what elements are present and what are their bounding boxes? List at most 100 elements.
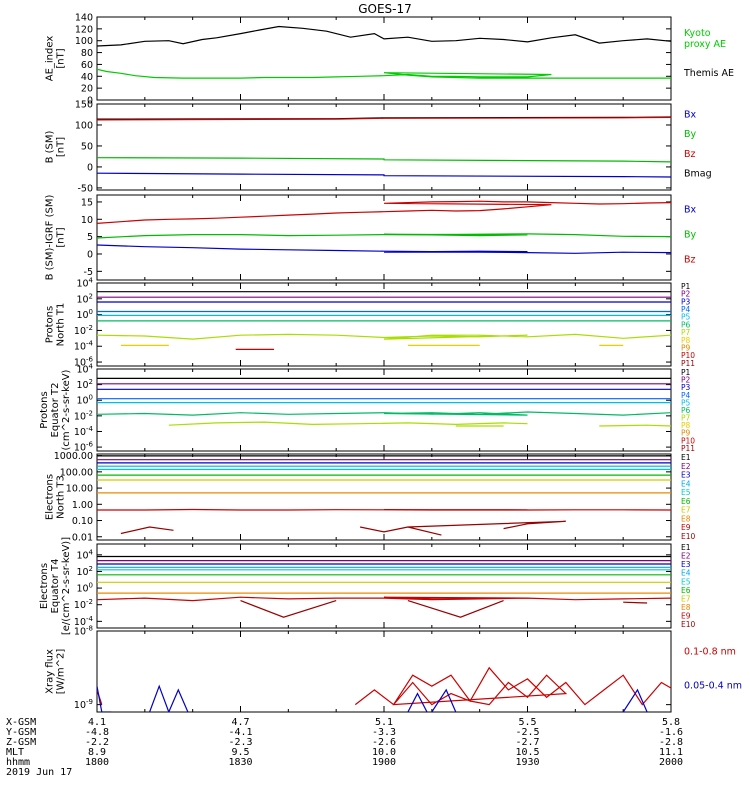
legend-item-e10: E10: [681, 620, 696, 629]
legend-item-p2: P2: [681, 376, 691, 385]
series-line-p7: [168, 421, 671, 427]
panel-7-ytick-label: 10-4: [74, 615, 94, 628]
panel-6-series: [97, 455, 671, 536]
footer-value: -2.2: [85, 737, 109, 748]
legend-item-e1: E1: [681, 453, 691, 462]
panel-3-series: [97, 199, 671, 259]
legend-item-e6: E6: [681, 497, 691, 506]
panel-6-ylabel: North T3: [56, 475, 67, 519]
legend-item-0-05-0-4-nm: 0.05-0.4 nm: [684, 680, 742, 691]
series-line-bx: [97, 172, 671, 178]
legend-item-p4: P4: [681, 305, 691, 314]
panel-1-series: [97, 25, 671, 79]
footer-value: 4.1: [88, 717, 106, 728]
panel-3-ylabel: B (SM)-IGRF (SM): [45, 195, 56, 281]
legend-item-bx: Bx: [684, 205, 697, 216]
legend-item-p8: P8: [681, 421, 691, 430]
legend-item-bz: Bz: [684, 149, 696, 160]
series-line-kyoto-proxy-ae: [97, 68, 671, 79]
legend-item-e2: E2: [681, 462, 691, 471]
panel-4-series: [97, 291, 671, 350]
panel-5-series: [97, 377, 671, 427]
footer-value: 1900: [372, 757, 396, 768]
panel-2-ylabel: [nT]: [56, 137, 67, 157]
panel-8-ytick-label: 10-8: [74, 625, 93, 638]
panel-4-frame: [96, 282, 672, 367]
legend-item-e8: E8: [681, 514, 691, 523]
legend-item-p6: P6: [681, 406, 691, 415]
panel-1-frame: [96, 16, 672, 101]
panel-7-ytick-label: 100: [76, 582, 93, 595]
footer-value: -4.1: [228, 727, 252, 738]
chart-title: GOES-17: [358, 2, 412, 16]
legend-item-themis-ae: Themis AE: [683, 68, 734, 79]
panel-1-ylabel: [nT]: [56, 48, 67, 68]
legend-item-p1: P1: [681, 282, 691, 291]
panel-6-ytick-label: 10.00: [66, 484, 93, 495]
panel-8-ylabel: Xray flux: [45, 649, 56, 694]
footer-value: 1800: [85, 757, 109, 768]
panel-8-legend: 0.1-0.8 nm 0.05-0.4 nm: [684, 647, 742, 692]
panel-5-ytick-label: 10-6: [74, 441, 94, 454]
series-line-by: [97, 233, 671, 240]
legend-item-p1: P1: [681, 368, 691, 377]
legend-item-p9: P9: [681, 343, 691, 352]
panel-8-series: [97, 666, 671, 712]
legend-item-bz: Bz: [684, 255, 696, 266]
legend-item-p6: P6: [681, 320, 691, 329]
series-line-themis-ae: [97, 25, 671, 47]
panel-2: -50 0 50 100 150 B (SM) [nT] Bx By Bz Bmag: [45, 100, 712, 195]
panel-2-ytick-label: 0: [87, 162, 93, 173]
legend-item-bmag: Bmag: [684, 168, 712, 179]
panel-2-legend: Bx By Bz Bmag: [684, 110, 712, 180]
legend-item-by: By: [684, 230, 697, 241]
panel-6-ytick-label: 100.00: [60, 467, 93, 478]
panel-7-series: [97, 555, 671, 618]
panel-4: 10-6 10-4 10-2 100 102 104 Protons North T1 P1P2…: [45, 277, 696, 369]
series-line-bx: [97, 244, 671, 259]
footer-value: -3.3: [372, 727, 396, 738]
panel-8-ylabel: [W/m^2]: [56, 649, 67, 695]
footer-value: 8.9: [88, 747, 106, 758]
footer-value: -4.8: [85, 727, 109, 738]
panel-2-ytick-label: 100: [75, 120, 93, 131]
panel-5-ytick-label: 10-4: [74, 425, 94, 438]
panel-8: 10-9 10-8 Xray flux [W/m^2] 0.1-0.8 nm 0.05-0…: [45, 625, 742, 713]
legend-item-by: By: [684, 129, 697, 140]
footer-value: 9.5: [231, 747, 249, 758]
panel-3-ytick-label: -5: [84, 267, 93, 278]
footer-value: 5.8: [662, 717, 680, 728]
panel-4-ytick-label: 10-4: [74, 340, 94, 353]
panel-1-ytick-label: 120: [75, 24, 93, 35]
panel-7-ytick-label: 102: [76, 565, 93, 578]
legend-item-e9: E9: [681, 523, 691, 532]
legend-item-p3: P3: [681, 297, 691, 306]
panel-6-ylabel: Electrons: [45, 474, 56, 520]
footer-value: 10.5: [515, 747, 539, 758]
panel-3-ylabel: [nT]: [56, 227, 67, 247]
footer-value: 11.1: [659, 747, 683, 758]
panel-2-ylabel: B (SM): [45, 130, 56, 163]
panel-5-ylabel: Equator T2: [50, 383, 61, 438]
legend-item-e2: E2: [681, 552, 691, 561]
panel-4-ytick-label: 102: [76, 292, 93, 305]
series-line-0-05-0-4-nm: [97, 684, 671, 712]
panel-7-ylabel: Equator T4: [50, 559, 61, 614]
legend-item-p4: P4: [681, 391, 691, 400]
panel-1-ytick-label: 60: [81, 60, 93, 71]
panel-1-ytick-label: 20: [81, 84, 93, 95]
legend-item-e1: E1: [681, 543, 691, 552]
legend-item-e7: E7: [681, 506, 691, 515]
series-line-p6: [97, 411, 671, 416]
panel-2-ytick-label: 150: [75, 100, 93, 111]
panel-4-ylabel: Protons: [45, 306, 56, 343]
panel-3-ytick-label: 10: [81, 215, 93, 226]
legend-item-e6: E6: [681, 586, 691, 595]
legend-item-e8: E8: [681, 603, 691, 612]
